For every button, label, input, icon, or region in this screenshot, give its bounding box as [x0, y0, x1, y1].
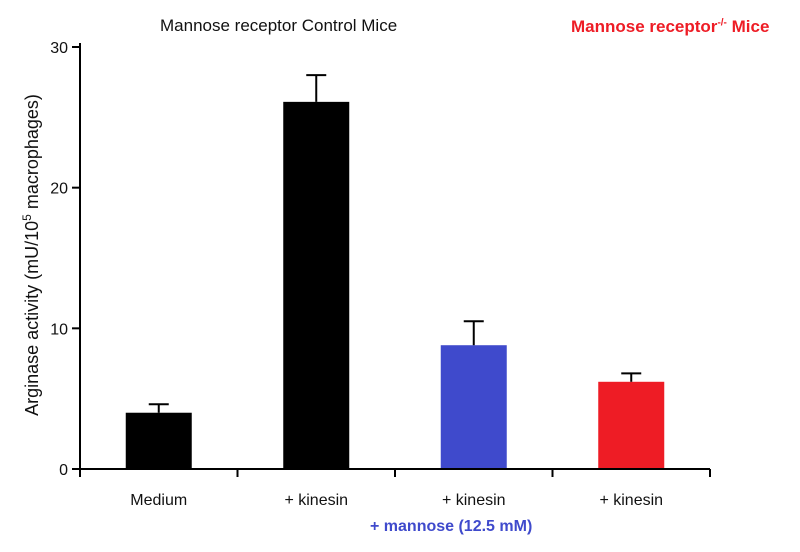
title-knockout-superscript: -/- — [717, 17, 727, 29]
title-knockout-suffix: Mice — [726, 17, 770, 36]
chart-title-knockout: Mannose receptor-/- Mice — [571, 17, 769, 37]
bar — [598, 381, 665, 469]
y-tick-label: 20 — [50, 181, 68, 198]
bar — [440, 345, 507, 469]
y-tick-label: 30 — [50, 40, 68, 57]
x-category-label: + kinesin — [442, 492, 506, 509]
x-category-label: + kinesin — [599, 492, 663, 509]
y-tick-label: 10 — [50, 321, 68, 338]
y-axis-label-prefix: Arginase activity (mU/10 — [22, 221, 42, 416]
bar — [283, 101, 350, 470]
y-tick-label: 0 — [59, 462, 68, 479]
y-axis-label: Arginase activity (mU/105 macrophages) — [20, 94, 42, 416]
y-axis-label-superscript: 5 — [20, 214, 34, 221]
mannose-footnote: + mannose (12.5 mM) — [370, 518, 532, 535]
x-category-label: Medium — [130, 492, 187, 509]
x-category-label: + kinesin — [284, 492, 348, 509]
y-axis-label-suffix: macrophages) — [22, 94, 42, 214]
title-knockout-base: Mannose receptor — [571, 17, 718, 36]
chart-title-control: Mannose receptor Control Mice — [160, 16, 398, 35]
bar — [125, 412, 192, 469]
